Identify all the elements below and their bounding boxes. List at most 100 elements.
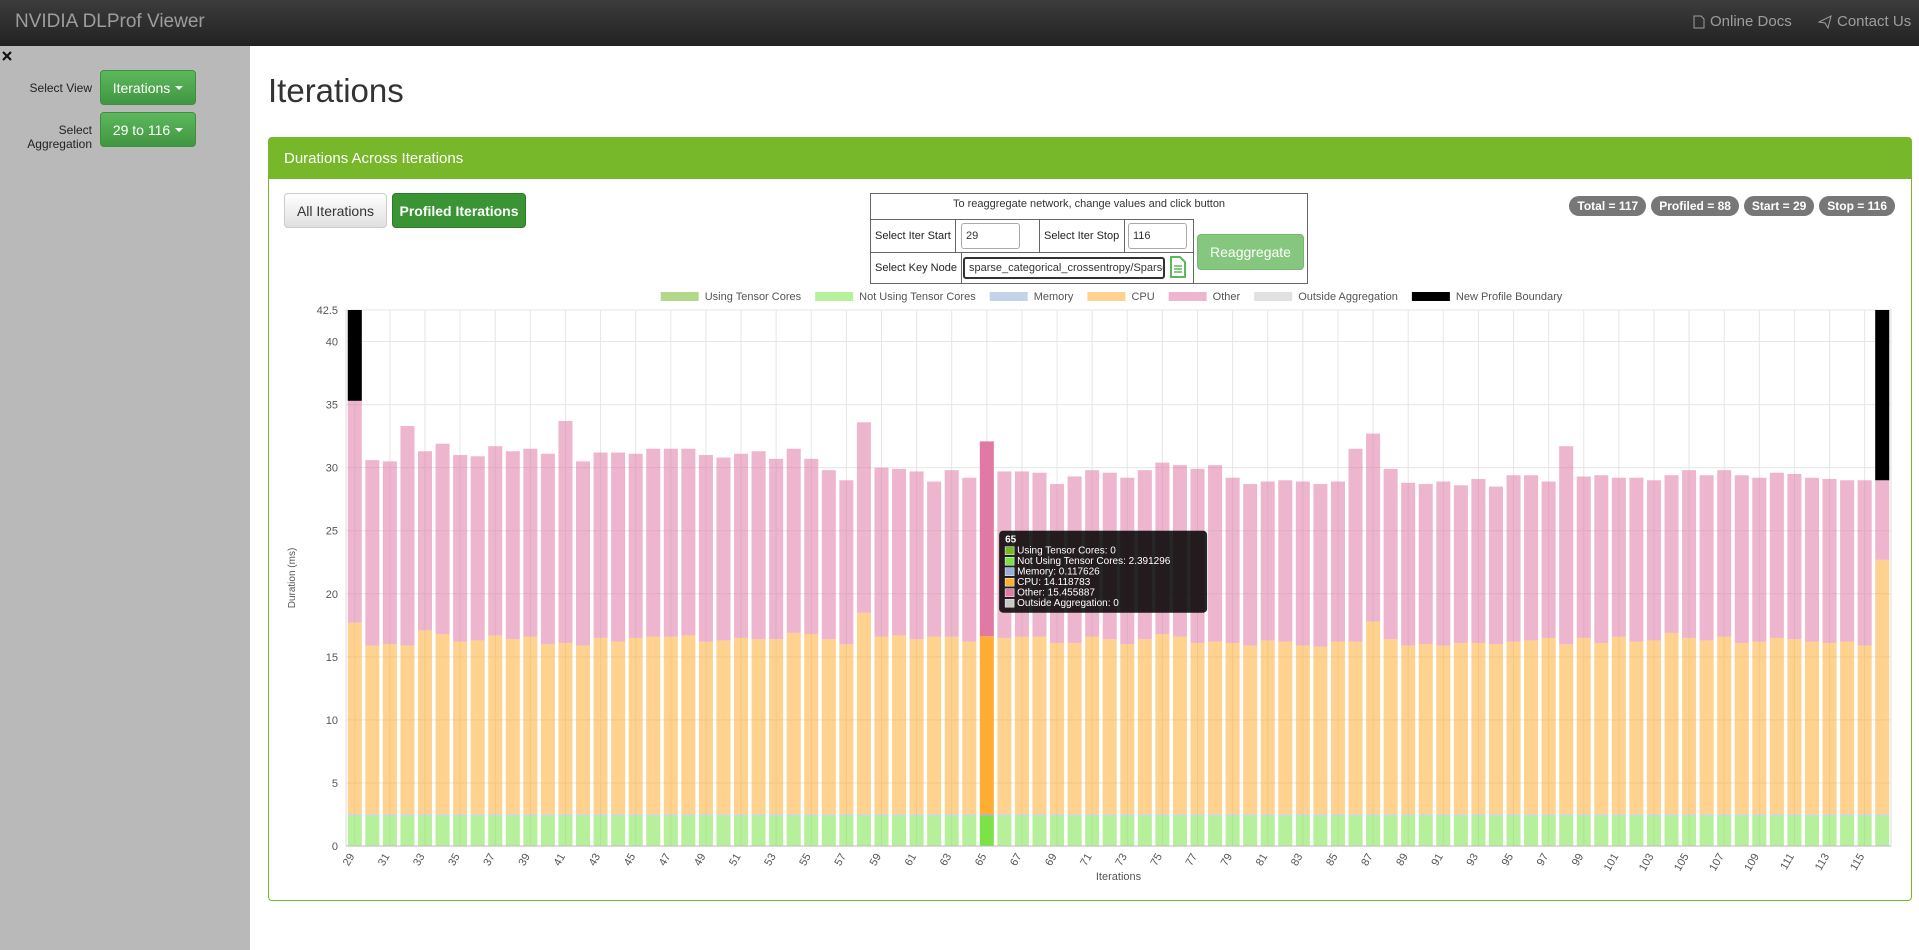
bar-segment: [1330, 814, 1345, 816]
bar-segment: [1085, 815, 1100, 846]
bar-segment: [1383, 639, 1398, 815]
x-tick-label: 113: [1813, 852, 1832, 873]
caret: [175, 85, 184, 90]
bar-segment: [1050, 642, 1065, 815]
bar-segment: [1699, 815, 1714, 846]
x-tick-label: 95: [1500, 852, 1517, 869]
bar-segment: [751, 451, 766, 640]
bar-segment: [1067, 642, 1082, 815]
x-tick-label: 39: [516, 852, 533, 869]
bar-segment: [927, 636, 942, 815]
bar-segment: [751, 815, 766, 846]
bar-segment: [1682, 470, 1697, 638]
reaggregate-caption: To reaggregate network, change values an…: [952, 198, 1226, 210]
view-dropdown[interactable]: Iterations: [100, 70, 196, 105]
bar-segment: [1559, 644, 1574, 815]
bar-segment: [1506, 641, 1521, 815]
key-node-input[interactable]: sparse_categorical_crossentropy/SparseSo…: [963, 257, 1165, 279]
bar-segment: [435, 815, 450, 846]
legend-swatch: [815, 292, 854, 301]
file-icon[interactable]: [1169, 256, 1187, 278]
bar-segment: [1348, 814, 1363, 816]
bar-segment: [1524, 640, 1539, 815]
legend-swatch: [989, 292, 1028, 301]
badges: Total = 117 Profiled = 88 Start = 29 Sto…: [1569, 196, 1895, 216]
contact-link[interactable]: Contact Us: [1818, 13, 1911, 30]
bar-segment: [1260, 481, 1275, 641]
bar-segment: [505, 815, 520, 846]
bar-segment: [1278, 480, 1293, 642]
bar-segment: [786, 632, 801, 815]
bar-segment: [488, 446, 503, 636]
online-docs-link[interactable]: Online Docs: [1693, 13, 1792, 30]
bar-segment: [400, 645, 415, 815]
bar-segment: [698, 641, 713, 815]
bar-segment: [365, 645, 380, 815]
bar-segment: [1383, 814, 1398, 816]
iter-stop-input[interactable]: 116: [1128, 223, 1187, 249]
bar-segment: [997, 814, 1012, 816]
bar-segment: [786, 814, 801, 816]
iter-start-input[interactable]: 29: [961, 223, 1020, 249]
bar-segment: [488, 635, 503, 815]
legend-swatch: [1087, 292, 1126, 301]
bar-segment: [927, 481, 942, 637]
bar-segment: [1769, 814, 1784, 816]
bar-segment: [734, 815, 749, 846]
bar-segment: [611, 815, 626, 846]
bar-segment: [1014, 636, 1029, 815]
bar-segment: [1717, 470, 1732, 637]
bar-segment: [1436, 814, 1451, 816]
x-tick-label: 111: [1778, 852, 1797, 872]
bar-segment: [979, 636, 994, 815]
all-iterations-button[interactable]: All Iterations: [284, 193, 387, 228]
bar-segment: [944, 815, 959, 846]
x-tick-label: 51: [727, 852, 744, 869]
bar-segment: [1225, 642, 1240, 815]
bar-segment: [892, 814, 907, 816]
bar-segment: [1857, 815, 1872, 846]
bar-segment: [1278, 814, 1293, 816]
chart: 0 5 10 15 20 25 30 35 40 42.5 29 31 33 35 37 39 41 43 45 47…: [287, 291, 1892, 883]
bar-segment: [1752, 641, 1767, 815]
bar-segment: [382, 461, 397, 645]
bar-segment: [347, 814, 362, 816]
legend-swatch: [1168, 292, 1207, 301]
bar-segment: [347, 400, 362, 623]
bar-segment: [488, 815, 503, 846]
x-tick-label: 41: [552, 852, 569, 869]
bar-segment: [1734, 475, 1749, 643]
aggregation-dropdown[interactable]: 29 to 116: [100, 112, 196, 147]
x-tick-label: 87: [1359, 852, 1376, 869]
input-value: sparse_categorical_crossentropy/SparseSo…: [969, 262, 1163, 274]
bar-segment: [1664, 814, 1679, 816]
legend-label: Memory: [1034, 291, 1074, 303]
bar-segment: [1032, 814, 1047, 816]
link-text: Online Docs: [1710, 13, 1792, 30]
bar-segment: [804, 814, 819, 816]
bar-segment: [417, 630, 433, 815]
bar-segment: [593, 815, 608, 846]
bar-segment: [1401, 815, 1416, 846]
profiled-iterations-button[interactable]: Profiled Iterations: [392, 193, 526, 228]
bar-segment: [1840, 641, 1855, 815]
bar-segment: [1576, 815, 1591, 846]
app-title[interactable]: NVIDIA DLProf Viewer: [15, 11, 205, 32]
bar-segment: [663, 636, 678, 815]
y-tick-label: 25: [326, 526, 338, 538]
close-icon[interactable]: [2, 51, 12, 61]
panel-title: Durations Across Iterations: [269, 138, 1911, 179]
bar-segment: [540, 815, 555, 846]
bar-segment: [909, 639, 924, 815]
bar-segment: [874, 814, 889, 816]
bar-segment: [663, 814, 678, 816]
bar-segment: [909, 471, 924, 640]
reaggregate-button[interactable]: Reaggregate: [1197, 234, 1304, 270]
x-tick-label: 53: [762, 852, 779, 869]
bar-segment: [1243, 814, 1258, 816]
bar-segment: [874, 467, 889, 637]
bar-segment: [1278, 641, 1293, 815]
bar-segment: [856, 612, 871, 815]
bar-segment: [1787, 473, 1802, 640]
